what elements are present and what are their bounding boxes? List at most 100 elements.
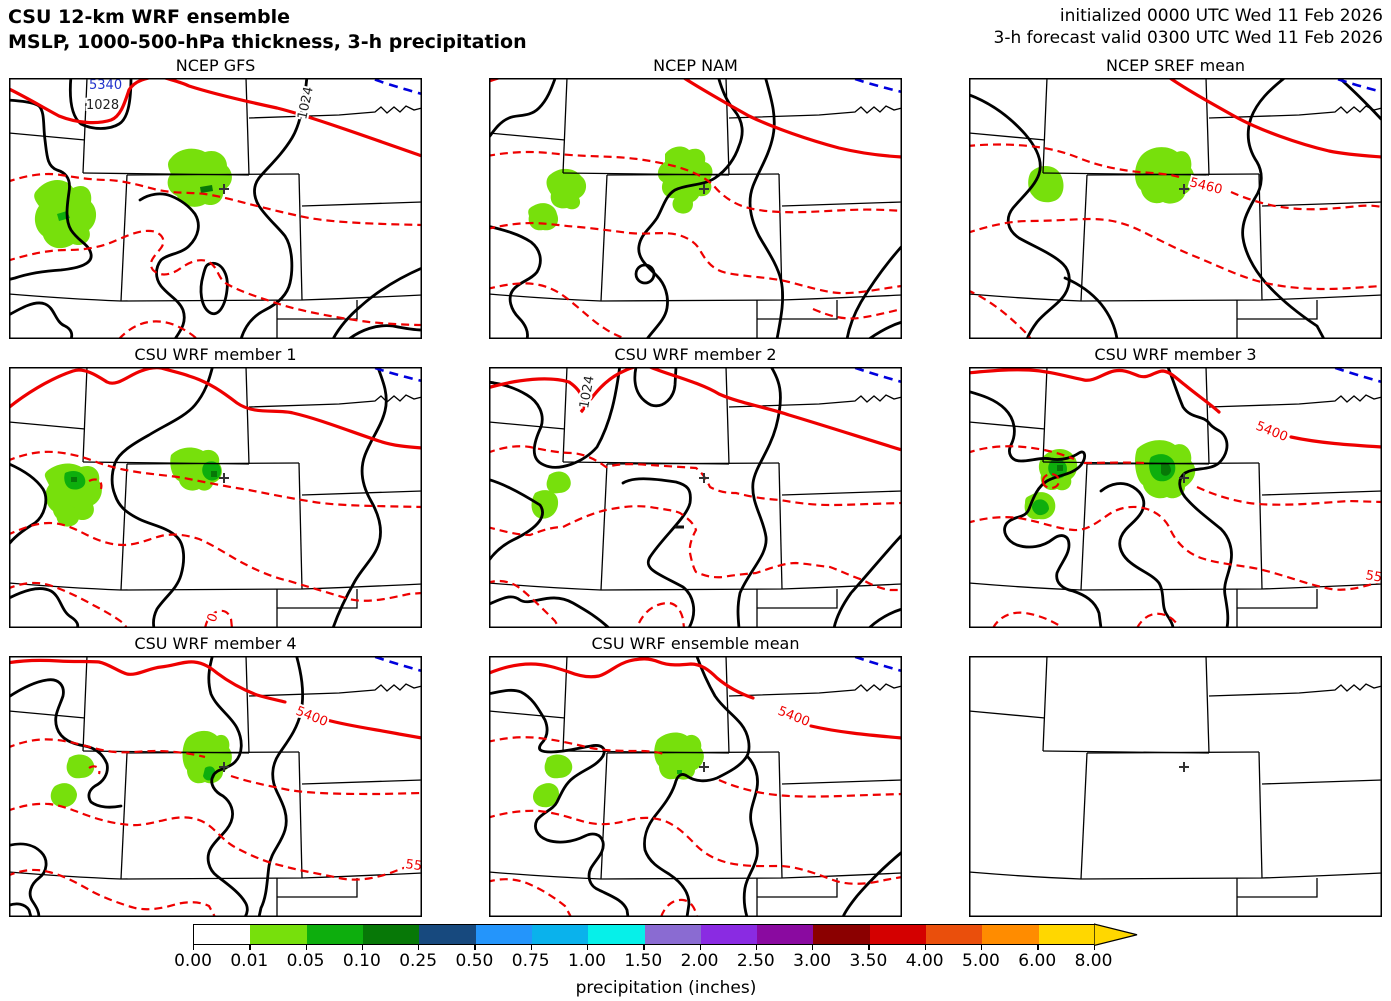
mslp-contours (489, 367, 902, 628)
colorbar-tick-label: 5.00 (962, 951, 1000, 971)
map-csu-wrf-member-4: 5400 55 (9, 656, 422, 917)
map-blank (969, 656, 1382, 917)
colorbar-cell (362, 925, 420, 944)
colorbar-tickmark (868, 945, 870, 950)
colorbar-cell (1038, 925, 1095, 944)
map-ncep-gfs: 5340 1028 1024 (9, 78, 422, 339)
colorbar-cell (194, 925, 251, 944)
colorbar-tickmark (1093, 945, 1095, 950)
figure-header: CSU 12-km WRF ensemble MSLP, 1000-500-hP… (0, 0, 1391, 56)
colorbar-cell (588, 925, 645, 944)
panel-ncep-sref-mean: NCEP SREF mean 5 (969, 56, 1382, 339)
valid-time: 3-h forecast valid 0300 UTC Wed 11 Feb 2… (993, 28, 1383, 49)
precip-shading (44, 447, 222, 527)
title-line-1: CSU 12-km WRF ensemble (8, 6, 290, 28)
panel-title (969, 634, 1382, 654)
contour-label: 5340 (89, 78, 122, 93)
mslp-contours (489, 78, 902, 339)
map-ncep-sref-mean: 5460 (969, 78, 1382, 339)
colorbar-tick-label: 1.00 (568, 951, 606, 971)
colorbar-tick-label: 8.00 (1074, 951, 1113, 971)
contour-label: 5400 (294, 704, 330, 730)
thickness-contours (9, 78, 422, 339)
panel-csu-wrf-member-2: CSU WRF member 2 (489, 345, 902, 628)
precip-shading (528, 146, 713, 231)
colorbar-cell (757, 925, 814, 944)
panel-title: CSU WRF member 1 (134, 345, 297, 364)
colorbar-tickmark (643, 945, 645, 950)
contour-labels: 5400 (774, 702, 814, 732)
contour-label: 5400 (776, 704, 812, 730)
contour-labels: 5340 1028 1024 (84, 78, 319, 123)
colorbar-cell (531, 925, 589, 944)
contour-label: 5400 (1254, 419, 1290, 445)
forecast-time-info: initialized 0000 UTC Wed 11 Feb 2026 3-h… (994, 5, 1383, 49)
colorbar-cell (644, 925, 701, 944)
panel-csu-wrf-member-1: CSU WRF member 1 (9, 345, 422, 628)
contour-label: 1028 (86, 98, 119, 113)
colorbar-cell (813, 925, 870, 944)
colorbar-tickmark (305, 945, 307, 950)
mslp-contours (489, 656, 902, 917)
panel-csu-wrf-member-3: CSU WRF member 3 (969, 345, 1382, 628)
colorbar-cell (926, 925, 983, 944)
colorbar-tick-label: 0.75 (511, 951, 550, 971)
precip-shading (531, 471, 571, 519)
colorbar-tickmark (474, 945, 476, 950)
colorbar-cell (982, 925, 1039, 944)
title-line-2: MSLP, 1000-500-hPa thickness, 3-h precip… (8, 30, 527, 53)
thickness-contours (969, 78, 1382, 339)
thickness-contours (9, 367, 422, 628)
colorbar-tick-label: 0.10 (342, 951, 381, 971)
colorbar-tick-label: 1.50 (624, 951, 663, 971)
colorbar-tick-label: 0.50 (455, 951, 494, 971)
thickness-contours (489, 656, 902, 917)
colorbar-tick-label: 0.01 (230, 951, 269, 971)
panel-csu-wrf-member-4: CSU WRF member 4 (9, 634, 422, 917)
colorbar-cell (869, 925, 927, 944)
colorbar-tick-label: 0.25 (399, 951, 438, 971)
colorbar-cell (306, 925, 363, 944)
panel-blank (969, 634, 1382, 917)
panel-title: CSU WRF member 3 (1094, 345, 1257, 364)
mslp-contours (9, 78, 422, 339)
panel-row-1: NCEP GFS (0, 56, 1391, 339)
colorbar-tickmark (699, 945, 701, 950)
colorbar-cell (475, 925, 532, 944)
colorbar-tickmark (586, 945, 589, 950)
init-time: initialized 0000 UTC Wed 11 Feb 2026 (1059, 6, 1383, 26)
contour-label: 1024 (577, 374, 598, 409)
precip-shading (533, 732, 704, 808)
panel-title: NCEP GFS (175, 56, 256, 75)
colorbar-tick-label: 2.00 (680, 951, 719, 971)
mslp-contours (9, 367, 388, 628)
colorbar-tickmark (755, 945, 758, 950)
panel-row-2: CSU WRF member 1 (0, 345, 1391, 628)
colorbar-cell (250, 925, 307, 944)
contour-label: 55 (404, 857, 422, 874)
colorbar: 0.00 0.01 0.05 0.10 0.25 0.50 0.75 1.00 1.50 2.00… (174, 923, 1193, 998)
colorbar-tickmark (361, 945, 364, 950)
panel-title: NCEP SREF mean (1105, 56, 1246, 75)
colorbar-tickmark (1037, 945, 1039, 950)
colorbar-tickmark (249, 945, 251, 950)
colorbar-tickmark (530, 945, 532, 950)
colorbar-tickmark (980, 945, 983, 950)
thickness-contours (489, 78, 902, 339)
precip-shading (50, 730, 232, 808)
panel-row-3: CSU WRF member 4 (0, 634, 1391, 917)
colorbar-tickmark (193, 945, 195, 950)
colorbar-tick-label: 2.50 (736, 951, 775, 971)
colorbar-tickmark (418, 945, 420, 950)
panel-csu-wrf-ensemble-mean: CSU WRF ensemble mean (489, 634, 902, 917)
colorbar-tickmark (924, 945, 926, 950)
panel-ncep-gfs: NCEP GFS (9, 56, 422, 339)
contour-label: 55 (1364, 568, 1382, 586)
thickness-contours (969, 367, 1382, 628)
colorbar-cells (193, 924, 1096, 945)
figure-title: CSU 12-km WRF ensemble MSLP, 1000-500-hP… (8, 5, 527, 54)
colorbar-axis-label: precipitation (inches) (575, 978, 757, 998)
panel-ncep-nam: NCEP NAM (489, 56, 902, 339)
map-csu-wrf-member-1: 0 (9, 367, 422, 628)
